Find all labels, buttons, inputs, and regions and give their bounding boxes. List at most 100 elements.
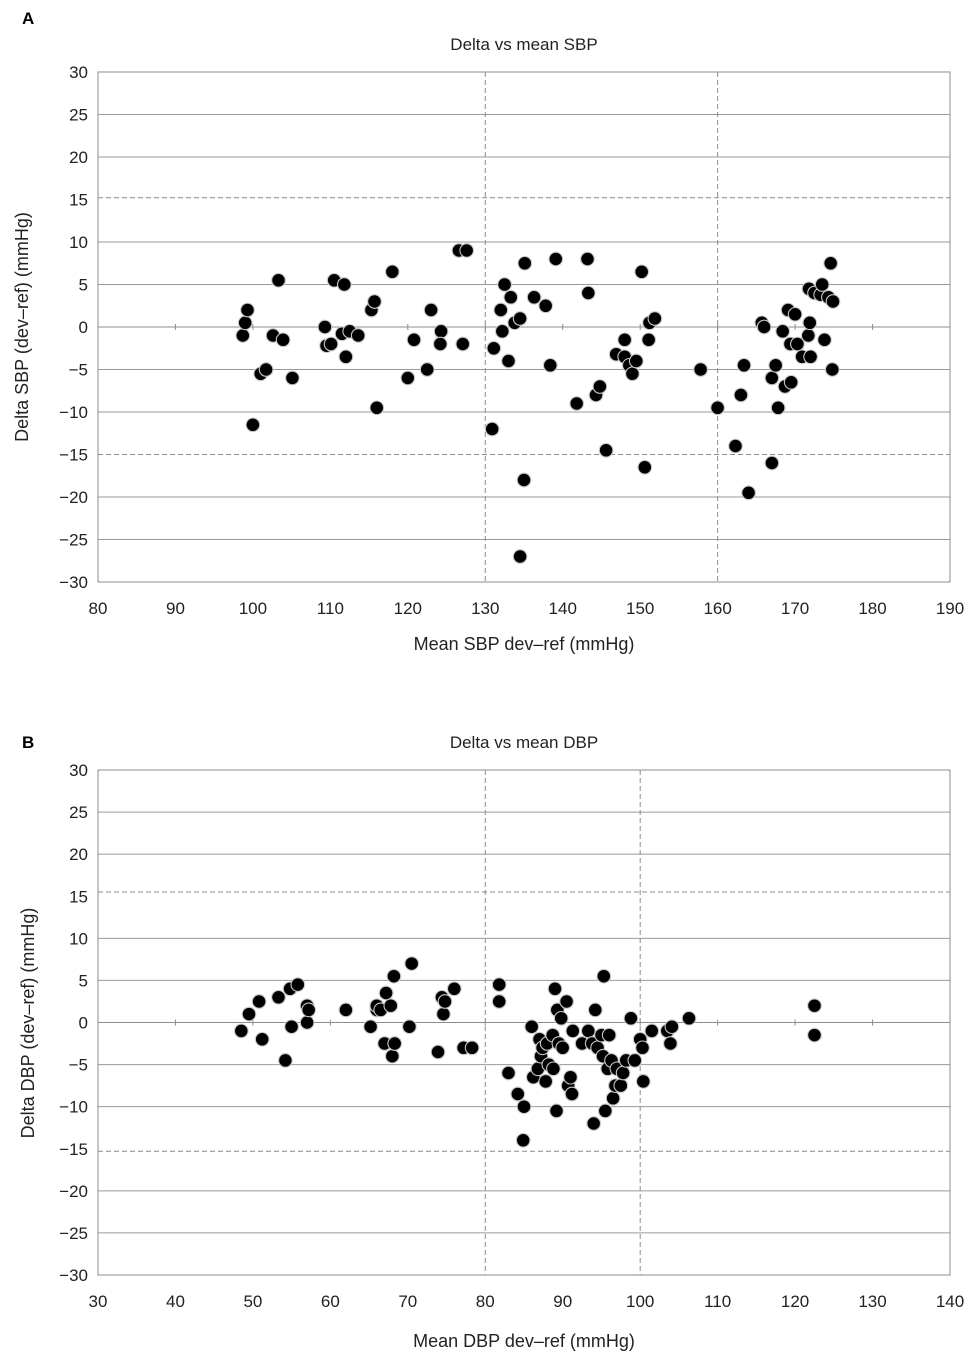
panel-b-data-point	[601, 1027, 617, 1043]
panel-b-data-point	[515, 1132, 531, 1148]
panel-b-data-point	[597, 1103, 613, 1119]
panel-a-points	[235, 243, 841, 564]
panel-a-data-point	[756, 319, 772, 335]
panel-a-data-point	[693, 362, 708, 377]
panel-b-data-point	[586, 1116, 602, 1131]
panel-b-data-point	[383, 998, 399, 1014]
panel-b-x-tick-label: 30	[89, 1292, 108, 1311]
panel-a-data-point	[406, 332, 422, 348]
panel-b-data-point	[807, 1027, 822, 1043]
panel-a-data-point	[641, 332, 657, 348]
panel-a-data-point	[400, 370, 416, 386]
panel-b-x-tick-label: 40	[166, 1292, 185, 1311]
panel-a-data-point	[741, 485, 756, 501]
panel-a-gridlines	[98, 114, 950, 540]
panel-a-y-tick-label: −20	[59, 488, 88, 507]
panel-a-data-point	[369, 400, 385, 416]
panel-a-data-point	[512, 549, 528, 564]
panel-a-data-point	[733, 387, 749, 403]
panel-b-data-point	[563, 1069, 578, 1085]
panel-b-data-point	[580, 1023, 596, 1039]
panel-a-x-ticks: 80 90 100 110 120 130 140 150 160 170 180 190	[89, 599, 965, 618]
panel-b-data-point	[615, 1065, 631, 1081]
panel-b-data-point	[251, 994, 267, 1009]
panel-a-x-tick-label: 140	[549, 599, 577, 618]
panel-b-y-tick-label: −10	[59, 1098, 88, 1117]
panel-a-limit-lines	[98, 197, 950, 455]
panel-a-data-point	[517, 255, 533, 271]
panel-b-x-tick-label: 140	[936, 1292, 964, 1311]
panel-a-data-point	[423, 302, 439, 318]
panel-b-data-point	[241, 1006, 257, 1022]
panel-a-data-point	[625, 366, 640, 382]
panel-a-data-point	[493, 302, 509, 318]
panel-b: B Delta vs mean DBP 302520151050−5−10−15…	[18, 733, 964, 1351]
panel-a-data-point	[271, 272, 286, 288]
panel-a-zero-axis	[98, 324, 950, 330]
panel-b-data-point	[338, 1002, 354, 1018]
panel-a-data-point	[336, 277, 352, 292]
panel-a-x-tick-label: 180	[858, 599, 886, 618]
panel-b-y-tick-label: 25	[69, 803, 88, 822]
panel-b-data-point	[491, 994, 507, 1009]
panel-a: A Delta vs mean SBP 30 25 20 15 10 5 0 −5 −10 −15…	[12, 9, 964, 654]
panel-b-y-tick-label: 15	[69, 887, 88, 906]
panel-b-data-point	[386, 968, 402, 984]
panel-b-data-point	[555, 1040, 571, 1056]
panel-b-data-point	[446, 981, 462, 997]
panel-a-data-point	[592, 379, 608, 394]
panel-b-data-point	[437, 994, 453, 1009]
panel-b-data-point	[363, 1019, 378, 1035]
panel-b-data-point	[559, 994, 574, 1009]
panel-a-data-point	[637, 459, 653, 475]
panel-b-x-tick-label: 120	[781, 1292, 809, 1311]
panel-a-data-point	[628, 353, 644, 369]
panel-a-data-point	[323, 336, 339, 352]
panel-b-y-tick-label: −25	[59, 1224, 88, 1243]
panel-b-x-tick-label: 80	[476, 1292, 495, 1311]
panel-b-data-point	[807, 998, 822, 1014]
panel-a-data-point	[598, 442, 614, 458]
panel-a-data-point	[817, 332, 832, 348]
panel-a-y-tick-label: −30	[59, 573, 88, 592]
panel-a-data-point	[764, 370, 780, 386]
panel-a-data-point	[459, 243, 475, 258]
panel-a-data-point	[494, 323, 510, 339]
panel-b-x-tick-label: 90	[553, 1292, 572, 1311]
panel-a-x-tick-label: 160	[703, 599, 731, 618]
panel-b-x-tick-label: 50	[243, 1292, 262, 1311]
panel-a-data-point	[768, 357, 784, 373]
panel-a-y-tick-label: 5	[79, 276, 88, 295]
panel-b-data-point	[553, 1010, 569, 1026]
panel-b-y-tick-label: 10	[69, 929, 88, 948]
panel-a-data-point	[237, 315, 253, 331]
panel-b-data-point	[436, 1006, 451, 1022]
panel-b-data-point	[546, 1061, 561, 1077]
panel-a-x-tick-label: 130	[471, 599, 499, 618]
panel-b-data-point	[384, 1048, 400, 1064]
panel-b-data-point	[635, 1040, 650, 1056]
panel-b-data-point	[378, 985, 394, 1001]
panel-b-data-point	[464, 1040, 480, 1056]
panel-a-data-point	[384, 264, 400, 280]
panel-b-data-point	[510, 1086, 526, 1102]
panel-b-data-point	[664, 1019, 680, 1035]
panel-a-data-point	[275, 332, 291, 348]
panel-a-data-point	[433, 323, 449, 339]
panel-a-data-point	[775, 323, 791, 339]
panel-b-data-point	[387, 1036, 403, 1051]
panel-a-data-point	[710, 400, 725, 416]
panel-a-data-point	[580, 251, 595, 267]
panel-b-data-point	[278, 1053, 293, 1068]
panel-a-data-point	[825, 294, 841, 309]
panel-a-x-tick-label: 120	[394, 599, 422, 618]
panel-b-y-tick-label: −15	[59, 1140, 88, 1159]
panel-a-data-point	[526, 289, 542, 305]
panel-b-data-point	[524, 1019, 540, 1035]
panel-b-data-point	[644, 1023, 660, 1039]
panel-a-y-tick-label: 25	[69, 106, 88, 125]
panel-a-x-tick-label: 100	[239, 599, 267, 618]
panel-a-data-point	[503, 289, 519, 305]
panel-a-y-axis-label: Delta SBP (dev–ref) (mmHg)	[12, 212, 32, 442]
panel-a-data-point	[569, 396, 585, 411]
